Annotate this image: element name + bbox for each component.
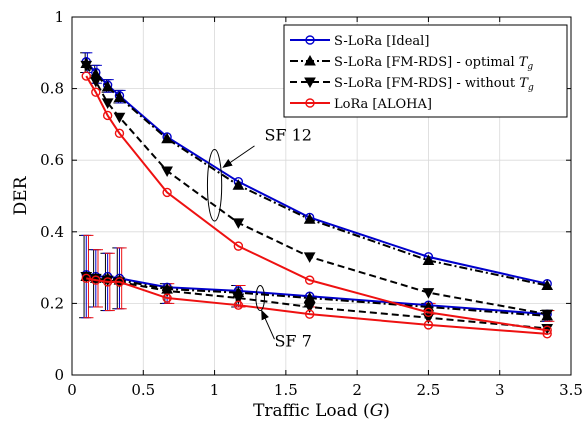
data-point <box>305 35 315 45</box>
data-point <box>304 54 316 66</box>
data-point <box>305 98 315 108</box>
data-point <box>91 87 101 97</box>
annotation-label: SF 12 <box>264 126 312 145</box>
legend: S-LoRa [Ideal] S-LoRa [FM-RDS] - optimal … <box>283 24 568 118</box>
y-tick-label: 0.6 <box>40 151 64 169</box>
annotation-ellipse <box>206 148 223 222</box>
data-point <box>541 309 554 321</box>
data-point <box>102 277 113 287</box>
data-point <box>233 300 244 310</box>
annotations: SF 12 SF 7 <box>206 126 312 350</box>
data-point <box>102 110 113 121</box>
data-point <box>101 80 114 92</box>
x-tick-label: 1.5 <box>274 381 298 399</box>
data-point <box>89 76 102 88</box>
annotation-arrow <box>222 145 255 168</box>
x-tick-label: 3.5 <box>559 381 583 399</box>
x-tick-label: 0.5 <box>131 381 155 399</box>
data-point <box>303 302 316 314</box>
data-point <box>304 77 316 89</box>
data-point <box>114 128 125 139</box>
annotation-label: SF 7 <box>274 331 311 350</box>
y-axis-label: DER <box>11 175 31 215</box>
axis-ticks: 0 0.5 1 1.5 2 2.5 3 3.5 0 0.2 0.4 0.6 0.8 1 <box>40 8 583 399</box>
data-point <box>80 60 93 72</box>
data-point <box>422 254 435 265</box>
plot-frame <box>71 16 572 376</box>
data-point <box>423 307 434 318</box>
data-point <box>542 325 552 335</box>
data-point <box>161 166 173 177</box>
data-point <box>113 112 126 124</box>
legend-entry: S-LoRa [FM-RDS] - optimal Tg <box>334 55 533 72</box>
data-point <box>114 277 125 287</box>
data-point <box>91 275 101 285</box>
data-point <box>233 241 244 251</box>
data-point <box>162 293 172 303</box>
data-point <box>304 275 315 285</box>
x-tick-label: 2 <box>352 381 362 399</box>
data-point <box>232 218 245 229</box>
legend-entry: S-LoRa [FM-RDS] - without Tg <box>334 76 534 93</box>
data-point <box>113 91 126 103</box>
series-line <box>85 75 548 332</box>
data-point <box>162 187 172 198</box>
y-tick-label: 0.2 <box>40 294 64 312</box>
x-tick-label: 1 <box>210 381 220 399</box>
data-point <box>161 286 173 297</box>
data-point <box>303 213 316 224</box>
annotation-arrow <box>261 309 275 340</box>
data-point <box>422 288 435 299</box>
data-point <box>81 273 91 284</box>
x-tick-label: 3 <box>495 381 505 399</box>
x-tick-label: 0 <box>67 381 77 399</box>
legend-entry: LoRa [ALOHA] <box>334 97 432 112</box>
data-point <box>303 252 316 263</box>
legend-box <box>283 24 568 118</box>
data-point <box>423 320 434 330</box>
y-tick-label: 1 <box>54 8 64 26</box>
y-tick-label: 0 <box>54 366 64 384</box>
data-point <box>541 279 554 290</box>
data-point <box>304 309 315 319</box>
x-axis-label: Traffic Load (G) <box>253 401 390 421</box>
y-tick-label: 0.4 <box>40 223 64 241</box>
data-point <box>232 179 245 190</box>
y-tick-label: 0.8 <box>40 80 64 98</box>
data-point <box>81 71 91 81</box>
data-point <box>101 98 114 109</box>
series-3 <box>81 71 552 339</box>
data-point <box>161 132 173 144</box>
data-point <box>542 329 552 339</box>
data-point <box>232 293 245 305</box>
series-group <box>80 57 554 339</box>
x-tick-label: 2.5 <box>416 381 440 399</box>
annotation-ellipse <box>255 285 265 312</box>
legend-entry: S-LoRa [Ideal] <box>334 34 429 49</box>
data-point <box>303 292 316 303</box>
